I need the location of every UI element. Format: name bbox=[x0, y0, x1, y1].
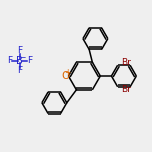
Text: Br: Br bbox=[121, 85, 131, 94]
Text: B: B bbox=[16, 56, 23, 66]
Text: +: + bbox=[64, 68, 71, 77]
Text: F: F bbox=[27, 56, 32, 65]
Text: O: O bbox=[61, 71, 69, 81]
Text: −: − bbox=[19, 53, 26, 62]
Text: Br: Br bbox=[121, 58, 131, 67]
Text: F: F bbox=[7, 56, 12, 65]
Text: F: F bbox=[17, 46, 22, 55]
Text: F: F bbox=[17, 66, 22, 75]
